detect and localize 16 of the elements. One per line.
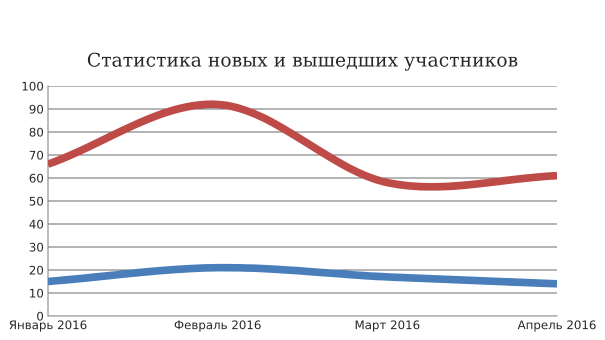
y-tick-label: 60 — [30, 174, 44, 183]
x-tick-label: Февраль 2016 — [174, 320, 261, 332]
chart-title: Статистика новых и вышедших участников — [88, 52, 518, 71]
y-tick-label: 90 — [30, 104, 44, 114]
y-tick-label: 20 — [30, 266, 44, 275]
x-tick-label: Январь 2016 — [10, 320, 86, 332]
y-tick-label: 70 — [30, 150, 44, 160]
x-tick-label: Март 2016 — [356, 320, 420, 332]
y-tick-label: 40 — [29, 220, 44, 229]
x-tick-label: Апрель 2016 — [518, 320, 596, 332]
y-tick-label: 0 — [37, 312, 44, 321]
y-tick-label: 80 — [30, 128, 44, 137]
y-tick-label: 30 — [30, 242, 44, 252]
y-tick-label: 100 — [22, 82, 44, 91]
y-tick-label: 50 — [30, 196, 44, 206]
y-tick-label: 10 — [30, 288, 44, 298]
